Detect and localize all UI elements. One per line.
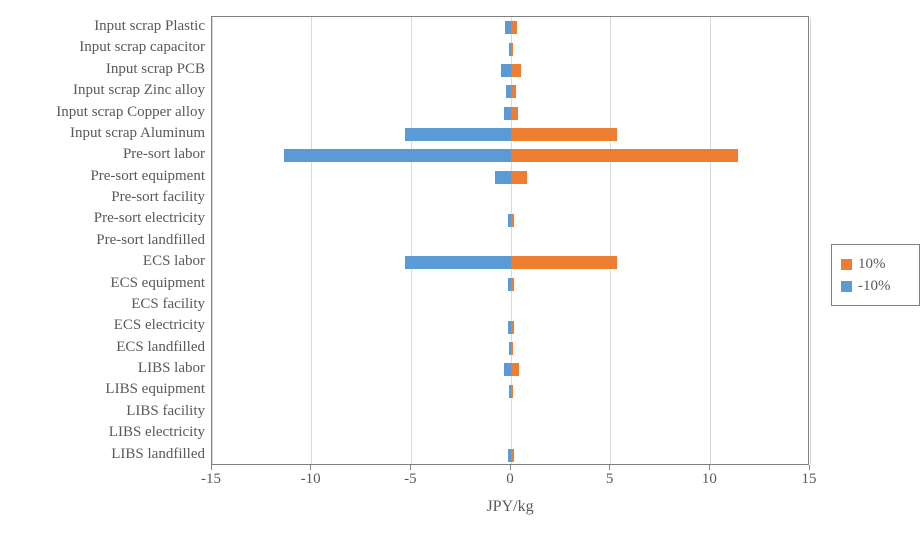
category-label: ECS electricity [113, 317, 205, 334]
category-label: Input scrap PCB [105, 60, 205, 77]
bar-neg-input-scrap-zinc-alloy [506, 85, 511, 99]
legend-item-minus10: -10% [841, 278, 919, 294]
x-tickmark-0 [509, 465, 511, 470]
x-tick-label-10: 10 [701, 471, 717, 487]
bar-neg-pre-sort-equipment [495, 170, 511, 184]
bar-neg-pre-sort-electricity [508, 213, 511, 227]
x-tickmark--10 [310, 465, 312, 470]
legend-label: -10% [858, 278, 891, 294]
legend-swatch-blue-icon [841, 280, 852, 292]
bar-neg-ecs-electricity [508, 320, 511, 334]
bar-neg-ecs-equipment [508, 277, 511, 291]
category-label: LIBS landfilled [111, 445, 205, 462]
gridline-x-10 [709, 17, 711, 464]
x-tick-label--10: -10 [300, 471, 321, 487]
gridline-x-15 [809, 17, 811, 464]
bar-neg-libs-equipment [509, 384, 511, 398]
x-tick-label-5: 5 [605, 471, 614, 487]
legend: 10% -10% [831, 244, 920, 306]
bar-pos-input-scrap-capacitor [511, 42, 514, 56]
bar-pos-input-scrap-copper-alloy [511, 106, 518, 120]
x-tickmark--5 [409, 465, 411, 470]
category-label: Pre-sort labor [122, 146, 205, 163]
bar-pos-ecs-landfilled [511, 341, 513, 355]
bar-neg-input-scrap-plastic [505, 21, 511, 35]
category-label: LIBS equipment [105, 381, 205, 398]
bar-neg-input-scrap-pcb [501, 63, 511, 77]
bar-neg-input-scrap-copper-alloy [504, 106, 511, 120]
bar-neg-input-scrap-capacitor [508, 42, 511, 56]
bar-pos-libs-labor [511, 363, 519, 377]
x-tickmark-15 [808, 465, 810, 470]
legend-swatch-orange-icon [841, 258, 852, 270]
x-tickmark-10 [708, 465, 710, 470]
category-label: ECS equipment [110, 274, 205, 291]
category-label: Input scrap Zinc alloy [72, 82, 205, 99]
x-tickmark-5 [609, 465, 611, 470]
category-label: LIBS labor [137, 360, 205, 377]
x-axis-title: JPY/kg [486, 498, 534, 515]
x-tick-label-15: 15 [801, 471, 817, 487]
x-tick-label--5: -5 [404, 471, 417, 487]
bar-pos-libs-landfilled [511, 448, 514, 462]
bar-pos-pre-sort-equipment [511, 170, 527, 184]
category-label: Input scrap capacitor [79, 39, 205, 56]
bar-neg-libs-landfilled [508, 448, 511, 462]
bar-pos-input-scrap-zinc-alloy [511, 85, 516, 99]
bar-neg-libs-labor [504, 363, 511, 377]
x-tick-label-0: 0 [506, 471, 514, 487]
category-label: Pre-sort facility [111, 189, 205, 206]
category-label: Pre-sort landfilled [96, 231, 205, 248]
plot-area [211, 16, 811, 465]
gridline-x-5 [610, 17, 612, 464]
legend-item-plus10: 10% [841, 256, 919, 272]
bar-neg-pre-sort-labor [283, 149, 511, 163]
bar-pos-pre-sort-labor [511, 149, 739, 163]
category-label: LIBS electricity [108, 424, 205, 441]
category-label: ECS facility [131, 295, 205, 312]
legend-label: 10% [858, 256, 886, 272]
category-label: ECS landfilled [116, 338, 205, 355]
bar-neg-ecs-labor [405, 256, 511, 270]
gridline-x-0 [510, 17, 512, 464]
bar-pos-input-scrap-aluminum [511, 128, 617, 142]
category-label: Input scrap Copper alloy [56, 103, 205, 120]
category-label: Input scrap Plastic [94, 18, 205, 34]
bar-pos-input-scrap-plastic [511, 21, 517, 35]
bar-pos-pre-sort-electricity [511, 213, 514, 227]
category-label: ECS labor [142, 253, 205, 270]
category-label: Input scrap Aluminum [70, 124, 205, 141]
bar-pos-ecs-labor [511, 256, 617, 270]
x-axis: -15 -10 -5 0 5 10 15 [201, 465, 817, 493]
category-label: Pre-sort equipment [90, 167, 205, 184]
bar-pos-ecs-equipment [511, 277, 514, 291]
gridline-x--5 [410, 17, 412, 464]
category-label: Pre-sort electricity [93, 210, 205, 227]
category-label: LIBS facility [126, 402, 205, 419]
bar-pos-input-scrap-pcb [511, 63, 521, 77]
bar-pos-libs-equipment [511, 384, 513, 398]
x-tickmark--15 [210, 465, 212, 470]
bar-neg-ecs-landfilled [509, 341, 511, 355]
gridline-x--15 [211, 17, 213, 464]
bar-pos-ecs-electricity [511, 320, 514, 334]
y-axis-category-labels: Input scrap Plastic Input scrap capacitor… [0, 16, 205, 465]
x-tick-label--15: -15 [201, 471, 221, 487]
bar-neg-input-scrap-aluminum [405, 128, 511, 142]
gridline-x--10 [311, 17, 313, 464]
